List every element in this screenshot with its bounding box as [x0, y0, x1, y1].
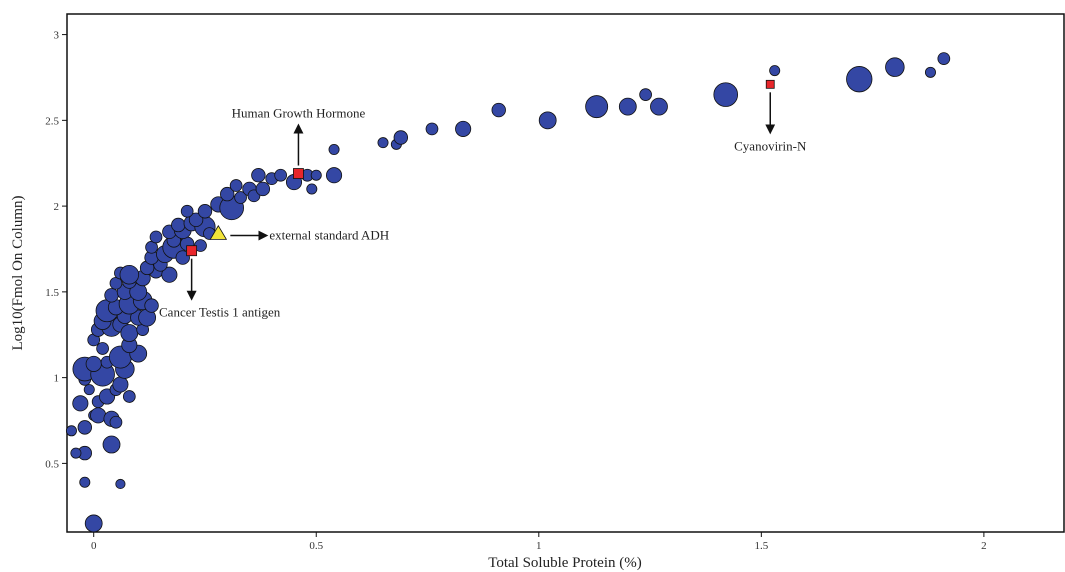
data-point — [70, 447, 82, 459]
plot-frame — [66, 13, 1065, 533]
data-point — [220, 186, 235, 202]
data-point — [180, 204, 194, 218]
data-point — [650, 97, 668, 116]
data-point — [112, 376, 129, 393]
highlight-markers — [186, 79, 775, 257]
highlight-square-marker — [765, 79, 775, 89]
data-point — [251, 168, 266, 183]
x-tick-label: 0 — [91, 540, 97, 552]
highlight-square-marker — [293, 168, 304, 179]
data-point — [197, 204, 213, 219]
annotation-label: Cyanovirin-N — [734, 138, 807, 153]
x-tick-label: 1.5 — [754, 540, 768, 552]
data-point — [115, 478, 126, 490]
data-point — [122, 390, 136, 403]
data-point — [538, 111, 557, 130]
y-tick-label: 1.5 — [45, 287, 59, 299]
data-point — [83, 384, 95, 396]
x-axis-label: Total Soluble Protein (%) — [488, 555, 642, 571]
data-point — [96, 342, 109, 355]
data-point — [79, 476, 91, 488]
data-point — [310, 169, 322, 181]
data-point — [234, 191, 247, 204]
data-point — [328, 144, 340, 156]
data-point — [90, 407, 107, 424]
data-point — [639, 88, 652, 101]
y-axis-label: Log10(Fmol On Column) — [10, 195, 26, 350]
data-point — [255, 181, 271, 197]
data-point — [306, 183, 318, 195]
y-tick-label: 2.5 — [45, 115, 59, 127]
axis-ticks: 0 0.5 1 1.5 2 0.5 1 1.5 2 2.5 3 — [45, 30, 986, 552]
data-point — [713, 82, 739, 107]
data-point — [585, 95, 609, 119]
data-point — [393, 130, 409, 145]
data-point — [326, 167, 343, 184]
data-point — [937, 52, 951, 65]
data-point — [65, 425, 77, 437]
data-point — [72, 395, 89, 412]
y-tick-label: 2 — [54, 201, 60, 213]
data-point — [104, 288, 119, 303]
data-point — [188, 212, 204, 228]
data-point — [924, 66, 936, 78]
x-tick-label: 0.5 — [309, 540, 323, 552]
y-tick-label: 0.5 — [45, 458, 59, 470]
data-point — [161, 266, 178, 283]
data-point — [77, 420, 93, 435]
data-point — [102, 435, 121, 454]
annotation-label: Human Growth Hormone — [232, 106, 366, 121]
data-point — [846, 66, 873, 93]
data-point — [229, 179, 243, 192]
y-tick-label: 3 — [54, 30, 60, 42]
data-point — [274, 168, 287, 182]
x-tick-label: 2 — [981, 540, 987, 552]
data-points — [65, 52, 951, 533]
data-point — [769, 65, 781, 77]
x-tick-label: 1 — [536, 540, 542, 552]
data-point — [144, 298, 159, 313]
data-point — [149, 230, 163, 244]
annotation-label: external standard ADH — [269, 228, 389, 243]
y-tick-label: 1 — [54, 373, 60, 385]
data-point — [109, 415, 123, 429]
highlight-triangle-marker — [209, 224, 228, 240]
data-point — [171, 217, 186, 233]
data-point — [175, 250, 190, 265]
data-point — [85, 355, 102, 372]
data-point — [491, 102, 506, 118]
data-point — [120, 324, 139, 342]
data-point — [618, 97, 637, 116]
data-point — [84, 514, 103, 533]
annotations: Human Growth Hormone Cancer Testis 1 anti… — [159, 92, 807, 320]
annotation-label: Cancer Testis 1 antigen — [159, 305, 281, 320]
highlight-square-marker — [186, 245, 198, 257]
data-point — [425, 122, 439, 136]
data-point — [455, 120, 472, 137]
data-point — [119, 264, 140, 285]
data-point — [377, 137, 389, 149]
data-point — [885, 57, 905, 77]
